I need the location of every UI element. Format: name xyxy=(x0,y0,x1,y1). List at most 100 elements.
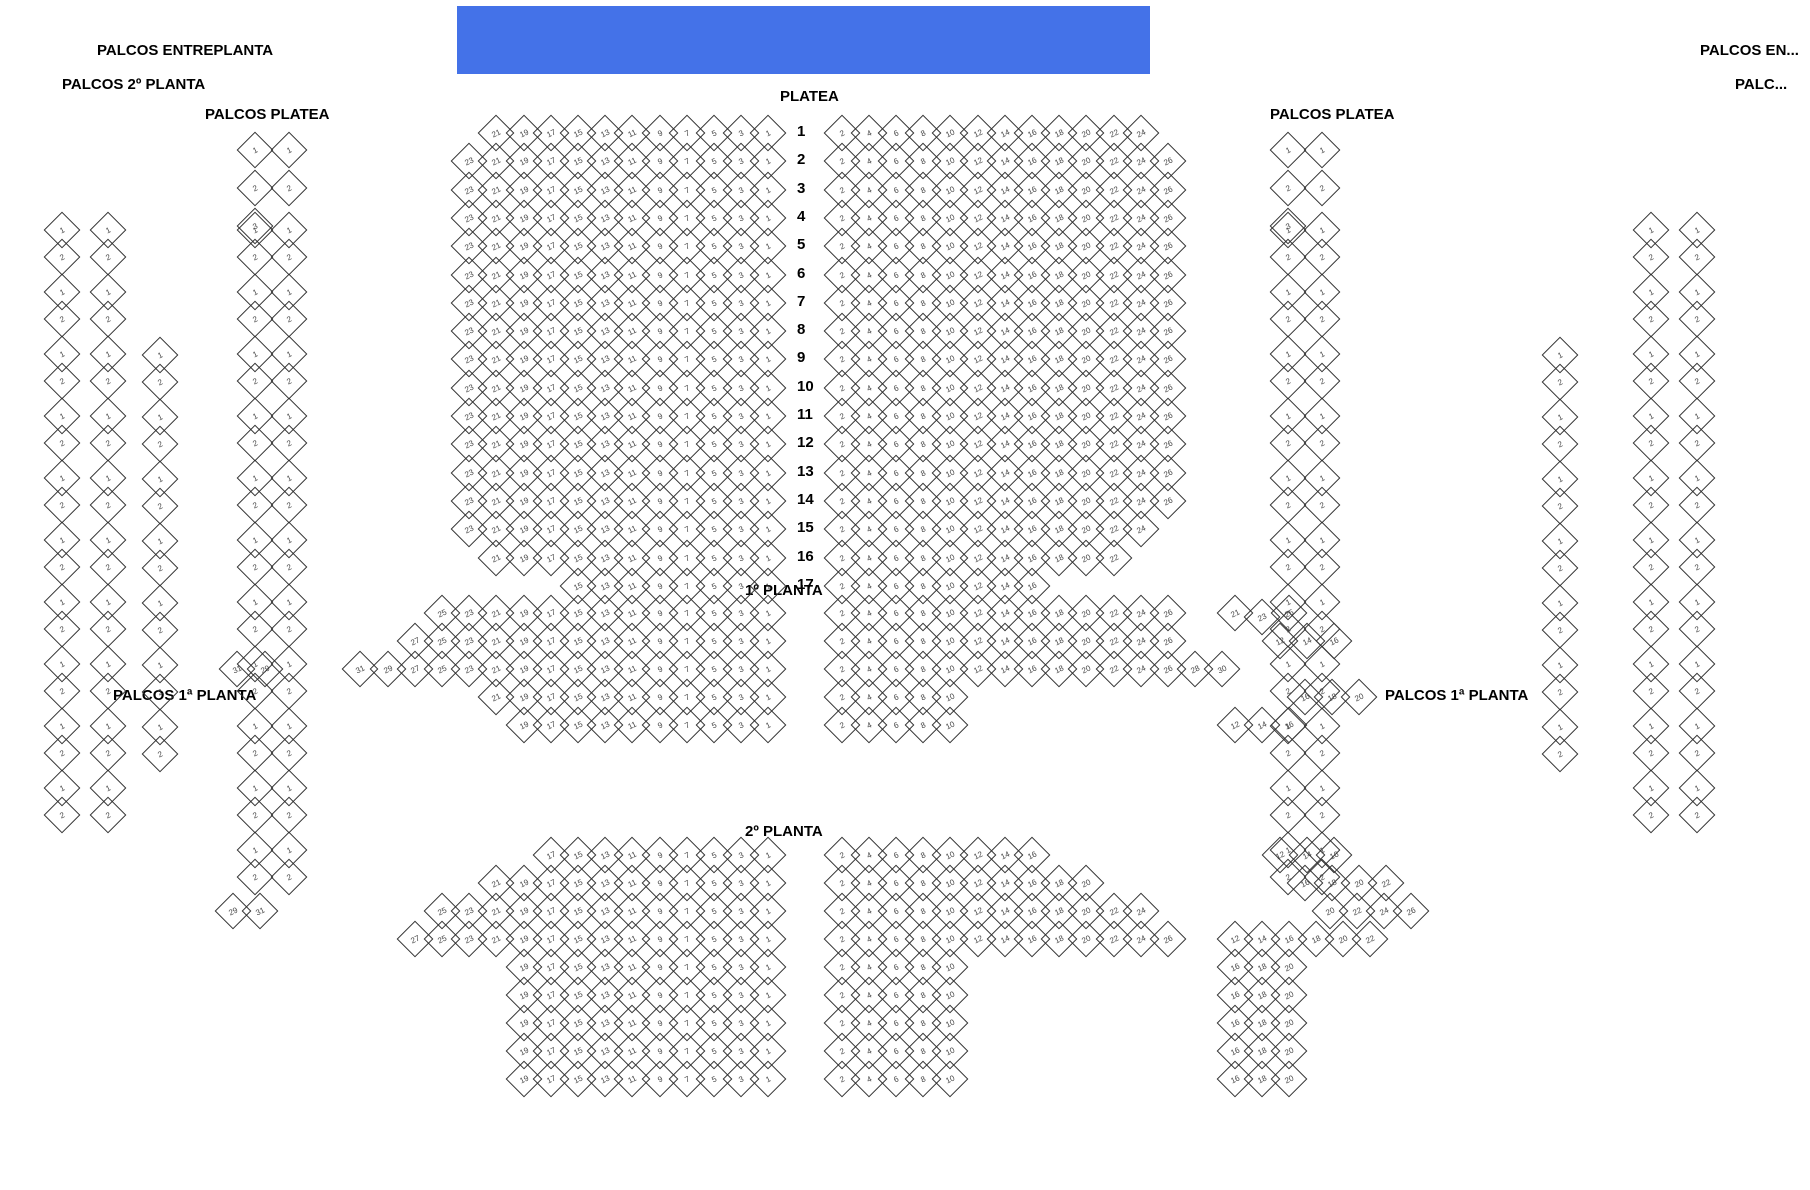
seat[interactable]: 26 xyxy=(1155,488,1181,514)
seat[interactable]: 2 xyxy=(95,740,121,766)
seat[interactable]: 2 xyxy=(1638,616,1664,642)
seat[interactable]: 2 xyxy=(95,554,121,580)
seat[interactable]: 2 xyxy=(242,616,268,642)
seat[interactable]: 2 xyxy=(1547,431,1573,457)
seat[interactable]: 2 xyxy=(1275,175,1301,201)
seat[interactable]: 2 xyxy=(276,306,302,332)
seat[interactable]: 2 xyxy=(1275,306,1301,332)
seat[interactable]: 1 xyxy=(1275,137,1301,163)
seat[interactable]: 2 xyxy=(1309,175,1335,201)
seat[interactable]: 2 xyxy=(276,368,302,394)
seat[interactable]: 2 xyxy=(242,492,268,518)
seat[interactable]: 1 xyxy=(755,177,781,203)
seat[interactable]: 2 xyxy=(242,306,268,332)
seat[interactable]: 2 xyxy=(1638,368,1664,394)
seat[interactable]: 2 xyxy=(1547,493,1573,519)
seat[interactable]: 2 xyxy=(1309,802,1335,828)
seat[interactable]: 1 xyxy=(755,262,781,288)
seat[interactable]: 2 xyxy=(242,368,268,394)
seat[interactable]: 2 xyxy=(1638,740,1664,766)
seat[interactable]: 2 xyxy=(276,740,302,766)
seat[interactable]: 2 xyxy=(1547,555,1573,581)
seat[interactable]: 2 xyxy=(242,175,268,201)
seat[interactable]: 2 xyxy=(95,678,121,704)
seat[interactable]: 2 xyxy=(1275,430,1301,456)
seat[interactable]: 2 xyxy=(1309,244,1335,270)
seat[interactable]: 2 xyxy=(1547,369,1573,395)
seat[interactable]: 2 xyxy=(147,369,173,395)
seat[interactable]: 2 xyxy=(1684,678,1710,704)
seat[interactable]: 2 xyxy=(1638,430,1664,456)
seat[interactable]: 2 xyxy=(1684,244,1710,270)
seat[interactable]: 1 xyxy=(755,460,781,486)
seat[interactable]: 2 xyxy=(49,802,75,828)
seat[interactable]: 2 xyxy=(49,740,75,766)
seat[interactable]: 31 xyxy=(247,898,273,924)
seat[interactable]: 2 xyxy=(1638,554,1664,580)
seat[interactable]: 2 xyxy=(242,740,268,766)
seat[interactable]: 2 xyxy=(95,368,121,394)
seat[interactable]: 2 xyxy=(1275,740,1301,766)
seat[interactable]: 2 xyxy=(147,617,173,643)
seat[interactable]: 2 xyxy=(1638,802,1664,828)
seat[interactable]: 1 xyxy=(755,488,781,514)
seat[interactable]: 2 xyxy=(95,430,121,456)
seat[interactable]: 20 xyxy=(1276,1066,1302,1092)
seat[interactable]: 2 xyxy=(276,430,302,456)
seat[interactable]: 2 xyxy=(242,802,268,828)
seat[interactable]: 2 xyxy=(49,430,75,456)
seat[interactable]: 2 xyxy=(1275,244,1301,270)
seat[interactable]: 2 xyxy=(276,678,302,704)
seat[interactable]: 24 xyxy=(1128,516,1154,542)
seat[interactable]: 2 xyxy=(242,554,268,580)
seat[interactable]: 2 xyxy=(276,554,302,580)
seat[interactable]: 2 xyxy=(49,492,75,518)
seat[interactable]: 2 xyxy=(1684,802,1710,828)
seat[interactable]: 1 xyxy=(755,205,781,231)
seat[interactable]: 16 xyxy=(1276,712,1302,738)
seat[interactable]: 2 xyxy=(49,554,75,580)
seat[interactable]: 2 xyxy=(1638,678,1664,704)
seat[interactable]: 30 xyxy=(1209,656,1235,682)
seat[interactable]: 2 xyxy=(147,431,173,457)
seat[interactable]: 2 xyxy=(49,244,75,270)
seat[interactable]: 1 xyxy=(755,712,781,738)
seat[interactable]: 1 xyxy=(755,233,781,259)
seat[interactable]: 2 xyxy=(1547,741,1573,767)
seat[interactable]: 2 xyxy=(1638,244,1664,270)
seat[interactable]: 2 xyxy=(147,493,173,519)
seat[interactable]: 2 xyxy=(276,244,302,270)
seat[interactable]: 2 xyxy=(95,244,121,270)
seat[interactable]: 2 xyxy=(147,679,173,705)
seat[interactable]: 2 xyxy=(1684,740,1710,766)
seat[interactable]: 2 xyxy=(1547,617,1573,643)
seat[interactable]: 2 xyxy=(276,175,302,201)
seat[interactable]: 21 xyxy=(1222,600,1248,626)
seat[interactable]: 26 xyxy=(1398,898,1424,924)
seat[interactable]: 23 xyxy=(1249,604,1275,630)
seat[interactable]: 2 xyxy=(1309,368,1335,394)
seat[interactable]: 1 xyxy=(755,431,781,457)
seat[interactable]: 2 xyxy=(242,864,268,890)
seat[interactable]: 2 xyxy=(95,616,121,642)
seat[interactable]: 2 xyxy=(1275,492,1301,518)
seat[interactable]: 2 xyxy=(95,802,121,828)
seat[interactable]: 1 xyxy=(755,545,781,571)
seat[interactable]: 2 xyxy=(1684,368,1710,394)
seat[interactable]: 2 xyxy=(1684,616,1710,642)
seat[interactable]: 22 xyxy=(1101,545,1127,571)
seat[interactable]: 1 xyxy=(755,1066,781,1092)
seat[interactable]: 16 xyxy=(1321,842,1347,868)
seat[interactable]: 2 xyxy=(147,555,173,581)
seat[interactable]: 2 xyxy=(1309,492,1335,518)
seat[interactable]: 2 xyxy=(49,306,75,332)
seat[interactable]: 2 xyxy=(1275,802,1301,828)
seat[interactable]: 2 xyxy=(242,244,268,270)
seat[interactable]: 1 xyxy=(1309,137,1335,163)
seat[interactable]: 1 xyxy=(242,137,268,163)
seat[interactable]: 2 xyxy=(1309,306,1335,332)
seat[interactable]: 26 xyxy=(1155,346,1181,372)
seat[interactable]: 1 xyxy=(755,375,781,401)
seat[interactable]: 20 xyxy=(1346,684,1372,710)
seat[interactable]: 2 xyxy=(1309,740,1335,766)
